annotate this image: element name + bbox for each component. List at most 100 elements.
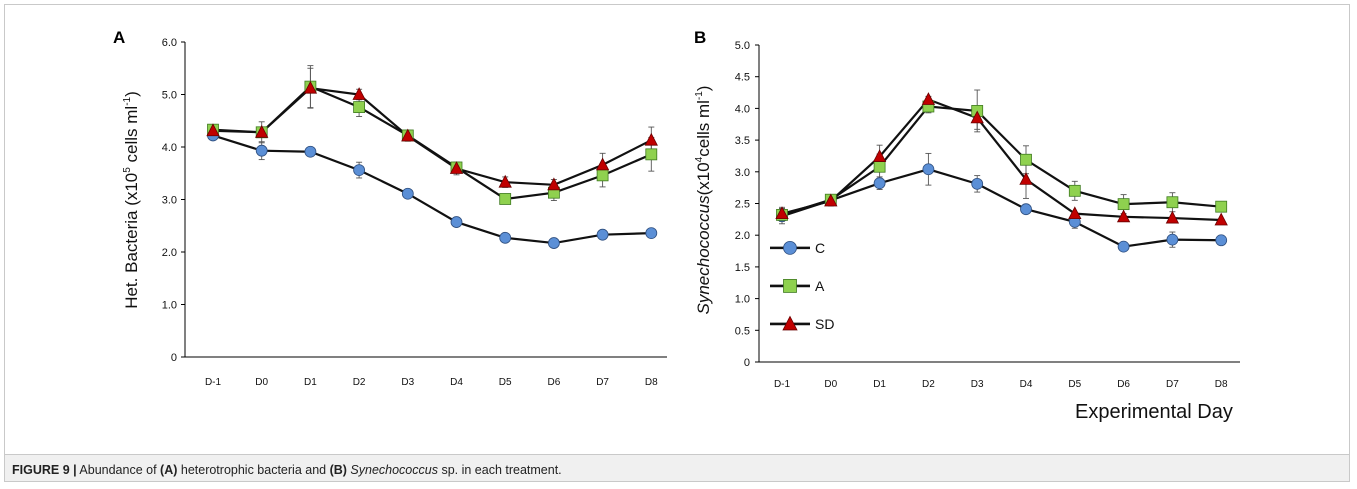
panel-b-point-SD: [1116, 209, 1131, 223]
panel-b-x-tick-label: D2: [922, 379, 935, 390]
panel-b-x-tick-label: D0: [824, 379, 837, 390]
figure-chart-area: A Het. Bacteria (x105 cells ml-1) 0 1.0 2.…: [113, 28, 1240, 423]
panel-a-point-A: [596, 169, 609, 182]
panel-b-point-SD: [1019, 172, 1033, 185]
panel-a-point-C: [255, 144, 268, 157]
panel-b-series-line-C: [781, 168, 1222, 248]
panel-a-point-C: [450, 216, 463, 228]
panel-a-chart: A Het. Bacteria (x105 cells ml-1) 0 1.0 2.…: [113, 28, 667, 388]
panel-a-point-SD: [352, 87, 366, 100]
panel-a-y-tick-label: 6.0: [162, 37, 177, 49]
panel-b-point-SD: [872, 149, 887, 162]
legend-marker-C: [783, 240, 797, 255]
panel-b-point-A: [1166, 196, 1179, 209]
panel-a-point-C: [353, 164, 366, 177]
panel-a-point-SD: [547, 177, 561, 191]
panel-b-point-A: [1117, 198, 1130, 211]
panel-a-point-C: [548, 237, 560, 249]
panel-b-point-C: [1215, 234, 1228, 247]
caption-part: (A): [160, 463, 178, 477]
panel-b-letter: B: [694, 28, 706, 47]
panel-a-point-SD: [303, 80, 318, 94]
panel-a-point-SD: [595, 157, 610, 171]
panel-b-point-SD: [921, 92, 936, 105]
legend-marker-SD: [782, 315, 798, 331]
panel-b-point-C: [971, 177, 984, 190]
panel-a-point-C: [596, 228, 609, 241]
panel-a-y-tick-label: 4.0: [162, 142, 177, 154]
panel-a-point-C: [401, 187, 414, 200]
panel-b-y-tick-label: 3.0: [735, 167, 750, 179]
panel-b-x-tick-label: D1: [873, 379, 886, 390]
panel-a-series-line-SD: [212, 87, 652, 186]
panel-a-y-tick-label: 3.0: [162, 195, 177, 207]
caption-part: Abundance of: [76, 463, 161, 477]
panel-b-series-line-SD: [781, 98, 1222, 222]
panel-b-point-A: [1068, 184, 1081, 197]
legend-label-C: C: [815, 240, 825, 256]
panel-a-point-C: [645, 227, 658, 240]
caption-part: heterotrophic bacteria and: [177, 463, 330, 477]
panel-b-point-SD: [824, 193, 838, 207]
panel-b-x-axis-label: Experimental Day: [1075, 401, 1233, 423]
panel-b-point-C: [1020, 203, 1032, 216]
panel-a-y-tick-label: 1.0: [162, 300, 177, 312]
panel-b-point-A: [873, 160, 886, 173]
panel-b-point-C: [1117, 240, 1130, 253]
panel-a-y-axis-label: Het. Bacteria (x105 cells ml-1): [122, 91, 141, 309]
panel-a-x-tick-label: D4: [450, 377, 463, 388]
legend-marker-A: [783, 279, 797, 293]
panel-b-y-tick-label: 0: [744, 357, 750, 369]
panel-a-point-C: [304, 145, 317, 158]
panel-a-letter: A: [113, 28, 125, 47]
panel-b-x-tick-label: D4: [1020, 379, 1033, 390]
panel-b-point-C: [922, 163, 935, 176]
panel-a-x-tick-label: D0: [255, 377, 268, 388]
panel-b-x-tick-label: D8: [1215, 379, 1228, 390]
panel-a-y-tick-label: 0: [171, 352, 177, 364]
panel-a-x-tick-label: D5: [499, 377, 512, 388]
panel-b-y-tick-label: 4.0: [735, 103, 750, 115]
panel-b-point-SD: [1165, 210, 1180, 224]
panel-a-point-C: [499, 231, 512, 244]
panel-a-point-A: [645, 148, 658, 161]
panel-a-point-A: [353, 101, 366, 113]
panel-b-y-tick-label: 1.5: [735, 262, 750, 274]
panel-a-point-SD: [644, 132, 658, 146]
panel-b-x-tick-label: D5: [1068, 379, 1081, 390]
panel-b-point-C: [1166, 233, 1179, 246]
panel-b-point-SD: [1068, 206, 1082, 220]
panel-a-x-tick-label: D2: [353, 377, 366, 388]
panel-b-point-C: [873, 177, 886, 190]
panel-a-series-line-C: [212, 134, 652, 245]
panel-b-point-SD: [970, 110, 984, 124]
panel-b-x-tick-label: D6: [1117, 379, 1130, 390]
panel-a-y-tick-label: 5.0: [162, 90, 177, 102]
caption-part: (B): [329, 463, 347, 477]
panel-a-x-tick-label: D3: [401, 377, 414, 388]
panel-b-y-tick-label: 2.0: [735, 230, 750, 242]
panel-b-point-A: [1020, 153, 1032, 166]
panel-b-y-axis-label: Synechococcus(x104cells ml-1): [694, 86, 713, 315]
caption-part: sp. in each treatment.: [437, 463, 562, 477]
panel-a-point-SD: [498, 174, 512, 188]
panel-b-y-tick-label: 3.5: [735, 135, 750, 147]
panel-a-x-tick-label: D6: [548, 377, 561, 388]
panel-b-y-tick-label: 2.5: [735, 199, 750, 211]
panel-b-point-A: [1215, 200, 1228, 213]
panel-a-point-SD: [206, 123, 220, 137]
panel-b-x-tick-label: D7: [1166, 379, 1179, 390]
panel-a-x-tick-label: D-1: [205, 377, 222, 388]
panel-b-y-tick-label: 4.5: [735, 72, 750, 84]
panel-a-y-tick-label: 2.0: [162, 247, 177, 259]
panel-a-series-line-A: [212, 85, 652, 201]
panel-b-y-tick-label: 1.0: [735, 294, 750, 306]
panel-b-y-tick-label: 0.5: [735, 325, 750, 337]
legend-label-A: A: [815, 278, 825, 294]
panel-b-chart: B Synechococcus(x104cells ml-1) Experime…: [694, 28, 1240, 423]
panel-b-x-tick-label: D3: [971, 379, 984, 390]
panel-b-series-line-A: [781, 105, 1222, 216]
caption-body: Abundance of (A) heterotrophic bacteria …: [76, 463, 562, 477]
panel-a-x-tick-label: D1: [304, 377, 317, 388]
